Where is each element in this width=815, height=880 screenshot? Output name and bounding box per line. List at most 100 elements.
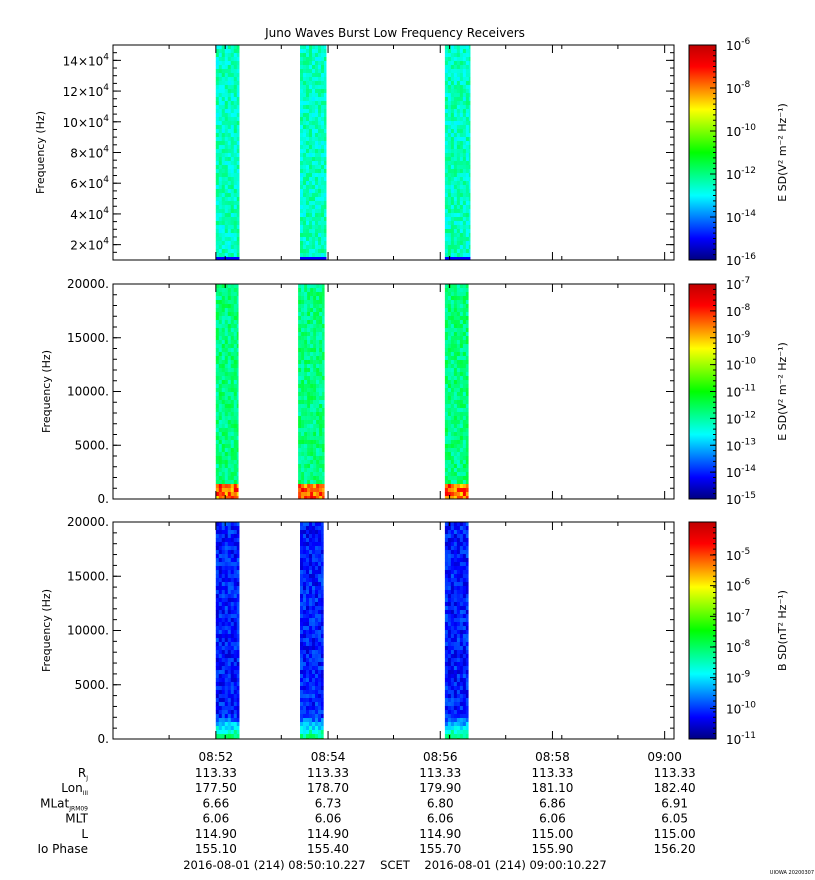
burst-3	[444, 522, 469, 740]
colorbar-2: 10-710-810-910-1010-1110-1210-1310-1410-…	[688, 276, 789, 507]
panel-2: 0. 5000. 10000. 15000. 20000. Frequency (Hz) 1…	[40, 276, 789, 507]
y-tick-label: 10000.	[67, 385, 109, 399]
colorbar-tick-label: 10-5	[726, 547, 750, 563]
y-tick-label: 4×104	[70, 206, 109, 222]
colorbar-tick-label: 10-11	[726, 384, 756, 400]
colorbar-ramp	[688, 44, 717, 261]
colorbar-tick-base: 10	[726, 702, 741, 716]
ephemeris-row-label: L	[81, 827, 88, 841]
y-tick-exp: 4	[103, 175, 109, 185]
y-tick-base: 10×10	[63, 116, 104, 130]
colorbar-tick-label: 10-10	[726, 700, 756, 716]
y-tick-base: 8×10	[70, 147, 103, 161]
colorbar-tick-base: 10	[726, 580, 741, 594]
colorbar-tick-exp: -13	[741, 437, 756, 447]
ephemeris-row-label: MLT	[65, 812, 88, 826]
ephemeris-value: 114.90	[195, 827, 237, 841]
colorbar-tick-base: 10	[726, 412, 741, 426]
colorbar-tick-base: 10	[726, 610, 741, 624]
burst-2	[300, 45, 327, 261]
colorbar-tick-exp: -15	[741, 491, 756, 501]
colorbar-tick-exp: -8	[741, 639, 750, 649]
y-tick-base: 4×10	[70, 208, 103, 222]
colorbar-tick-label: 10-16	[726, 252, 756, 268]
colorbar-label: E SD(V² m⁻² Hz⁻¹)	[776, 342, 789, 441]
y-tick-base: 14×10	[63, 54, 104, 68]
colorbar-tick-base: 10	[726, 439, 741, 453]
y-tick-label: 0.	[98, 492, 109, 506]
ephemeris-value: 6.80	[427, 796, 454, 810]
colorbar-tick-base: 10	[726, 278, 741, 292]
colorbar-tick-label: 10-14	[726, 209, 756, 225]
ephemeris-row-label: LonIII	[61, 781, 88, 797]
colorbar-tick-base: 10	[726, 211, 741, 225]
colorbar-label: B SD(nT² Hz⁻¹)	[776, 590, 789, 671]
y-tick-label: 5000.	[75, 438, 109, 452]
ephemeris-value: 155.90	[531, 842, 573, 856]
colorbar-tick-exp: -6	[741, 578, 750, 588]
colorbar-tick-base: 10	[726, 359, 741, 373]
y-tick-label: 10000.	[67, 624, 109, 638]
ephemeris-label-text: MLT	[65, 812, 88, 826]
time-range-label: 2016-08-01 (214) 08:50:10.227 SCET 2016-…	[183, 858, 607, 872]
burst-3	[444, 284, 469, 500]
y-tick-label: 5000.	[75, 678, 109, 692]
ephemeris-value: 6.06	[202, 812, 229, 826]
colorbar-tick-base: 10	[726, 733, 741, 747]
colorbar-tick-label: 10-8	[726, 80, 751, 96]
ephemeris-value: 115.00	[654, 827, 696, 841]
colorbar-tick-exp: -5	[741, 547, 750, 557]
ephemeris-row-label: RJ	[78, 766, 88, 782]
ephemeris-value: 179.90	[419, 781, 461, 795]
plot-frame	[112, 521, 675, 740]
x-tick-label: 08:56	[423, 750, 458, 764]
ephemeris-value: 181.10	[531, 781, 573, 795]
ephemeris-value: 6.86	[539, 796, 566, 810]
panel-1: 2×1044×1046×1048×10410×10412×10414×104Fr…	[34, 37, 789, 268]
ephemeris-value: 113.33	[419, 766, 461, 780]
y-tick-base: 2×10	[70, 239, 103, 253]
ephemeris-row-label: Io Phase	[37, 842, 88, 856]
colorbar-label: E SD(V² m⁻² Hz⁻¹)	[776, 103, 789, 202]
colorbar-tick-label: 10-10	[726, 357, 756, 373]
ephemeris-value: 178.70	[307, 781, 349, 795]
colorbar-tick-exp: -9	[741, 330, 750, 340]
ephemeris-value: 6.06	[539, 812, 566, 826]
burst-1	[215, 522, 240, 740]
colorbar-tick-label: 10-15	[726, 491, 756, 507]
y-tick-label: 2×104	[70, 237, 109, 253]
colorbar-tick-exp: -11	[741, 731, 756, 741]
y-tick-base: 6×10	[70, 177, 103, 191]
ephemeris-label-text: Io Phase	[37, 842, 88, 856]
colorbar-tick-exp: -12	[741, 410, 756, 420]
ephemeris-value: 113.33	[307, 766, 349, 780]
colorbar-tick-base: 10	[726, 168, 741, 182]
colorbar-tick-base: 10	[726, 549, 741, 563]
colorbar-tick-label: 10-13	[726, 437, 756, 453]
burst-2	[300, 522, 324, 740]
footer-tag: UIOWA 20200307	[770, 870, 814, 876]
y-tick-label: 15000.	[67, 331, 109, 345]
colorbar-tick-exp: -7	[741, 276, 750, 286]
y-tick-label: 8×104	[70, 145, 109, 161]
colorbar-tick-base: 10	[726, 641, 741, 655]
colorbar-tick-base: 10	[726, 493, 741, 507]
y-tick-exp: 4	[103, 237, 109, 247]
y-tick-label: 15000.	[67, 569, 109, 583]
plot-frame	[112, 283, 675, 500]
colorbar-tick-exp: -6	[741, 37, 750, 47]
ephemeris-row-label: MLatJRM09	[40, 796, 88, 812]
y-tick-exp: 4	[103, 52, 109, 62]
y-tick-exp: 4	[103, 206, 109, 216]
colorbar-tick-exp: -7	[741, 608, 750, 618]
burst-1	[215, 284, 239, 500]
ephemeris-value: 113.33	[531, 766, 573, 780]
ephemeris-value: 115.00	[531, 827, 573, 841]
colorbar-tick-label: 10-12	[726, 410, 756, 426]
colorbar-tick-exp: -16	[741, 252, 756, 262]
colorbar-tick-base: 10	[726, 305, 741, 319]
y-axis-label: Frequency (Hz)	[34, 111, 47, 194]
y-tick-exp: 4	[103, 83, 109, 93]
plot-frame	[112, 44, 675, 261]
